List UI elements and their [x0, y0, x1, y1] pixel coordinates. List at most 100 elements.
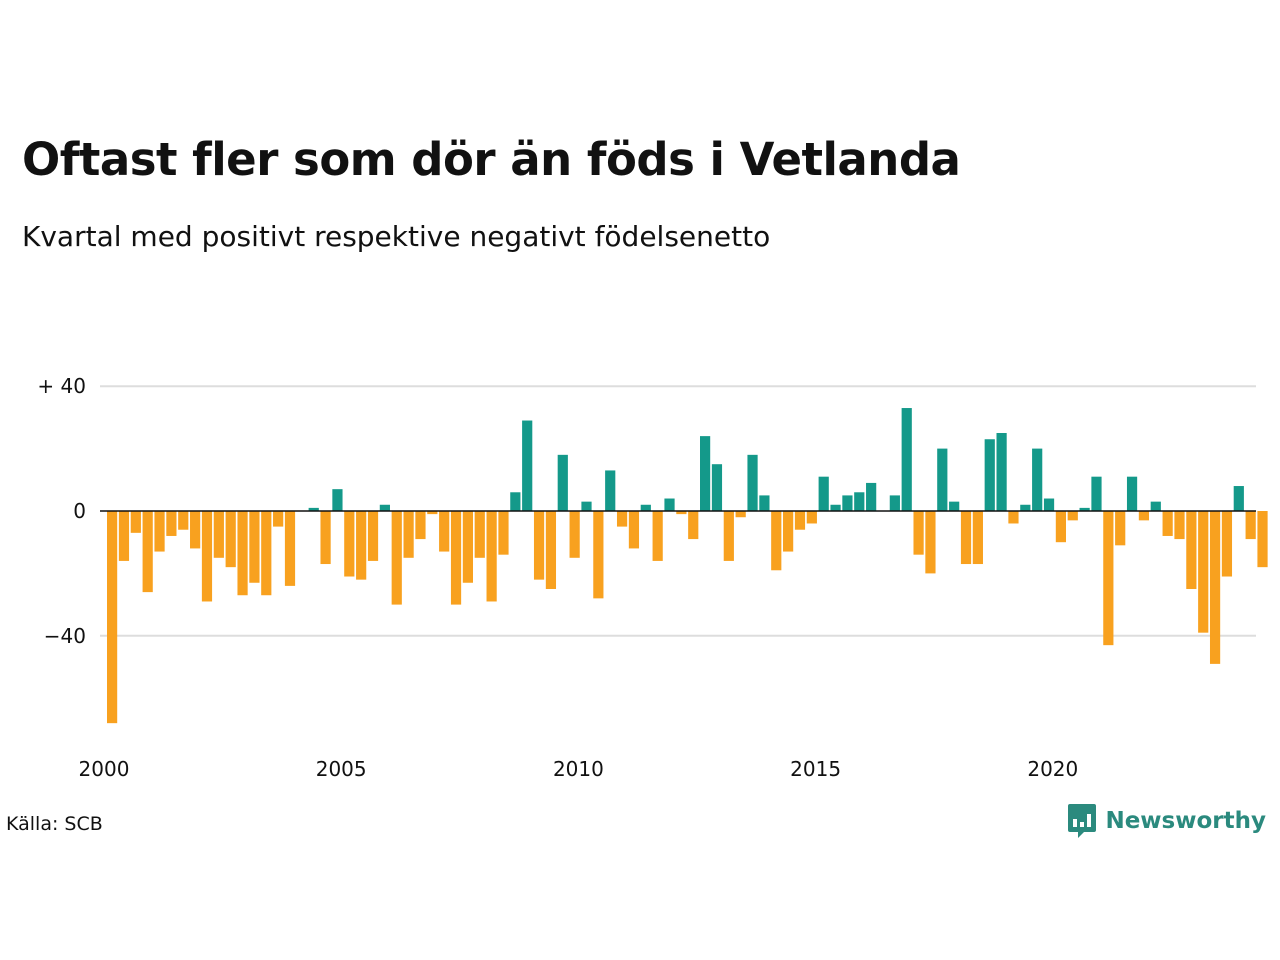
bar-positive: [1032, 448, 1043, 511]
bar-negative: [201, 511, 213, 602]
bar-positive: [379, 504, 390, 511]
bar-negative: [166, 511, 177, 536]
bar-positive: [818, 476, 829, 511]
bar-positive: [1233, 486, 1244, 511]
bar-positive: [640, 504, 651, 511]
bar-negative: [783, 511, 794, 552]
bar-negative: [486, 511, 497, 602]
bar-positive: [889, 495, 900, 511]
bar-negative: [320, 511, 331, 565]
bar-chart: + 40 0 −40 2000 2005 2010 2015 2020: [37, 374, 1268, 781]
bar-positive: [557, 454, 568, 511]
bar-negative: [652, 511, 663, 561]
bar-negative: [1055, 511, 1066, 543]
bar-negative: [356, 511, 367, 580]
bar-negative: [960, 511, 972, 565]
bar-positive: [866, 482, 877, 511]
brand-logo: Newsworthy: [1067, 803, 1266, 839]
bar-positive: [581, 501, 592, 511]
bar-negative: [142, 511, 153, 593]
bar-positive: [1126, 476, 1138, 511]
bar-negative: [1257, 511, 1268, 568]
bar-positive: [1091, 476, 1102, 511]
bar-positive: [854, 492, 865, 511]
brand-name: Newsworthy: [1105, 808, 1266, 834]
bar-positive: [984, 439, 995, 511]
bar-positive: [332, 489, 343, 511]
bar-negative: [284, 511, 296, 586]
bar-positive: [949, 501, 960, 511]
bar-positive: [510, 492, 521, 511]
bar-positive: [308, 507, 319, 511]
bar-negative: [1138, 511, 1150, 521]
bar-negative: [1162, 511, 1173, 536]
bar-negative: [225, 511, 236, 568]
bar-negative: [1067, 511, 1078, 521]
bar-negative: [118, 511, 130, 561]
bar-positive: [1150, 501, 1161, 511]
bar-negative: [593, 511, 604, 599]
source-note: Källa: SCB: [6, 813, 103, 835]
bar-negative: [190, 511, 201, 549]
bar-negative: [462, 511, 473, 583]
y-tick-label: + 40: [37, 374, 86, 398]
bar-negative: [261, 511, 272, 596]
bar-positive: [711, 464, 723, 511]
bar-negative: [794, 511, 806, 530]
bar-negative: [130, 511, 141, 533]
bar-positive: [901, 408, 912, 511]
bar-negative: [1174, 511, 1185, 540]
bar-negative: [439, 511, 450, 552]
bar-negative: [344, 511, 355, 577]
bar-negative: [154, 511, 165, 552]
bar-negative: [806, 511, 817, 524]
bar-negative: [1186, 511, 1197, 589]
y-tick-label: 0: [73, 499, 86, 523]
bar-negative: [237, 511, 248, 596]
x-tick-label: 2005: [316, 757, 367, 781]
x-tick-label: 2000: [79, 757, 130, 781]
bar-positive: [664, 498, 675, 511]
bar-negative: [1209, 511, 1221, 664]
bar-positive: [842, 495, 853, 511]
bar-negative: [771, 511, 782, 571]
bar-negative: [735, 511, 746, 518]
bar-positive: [996, 433, 1007, 511]
x-tick-labels: 2000 2005 2010 2015 2020: [79, 757, 1079, 781]
x-tick-label: 2015: [790, 757, 841, 781]
newsworthy-logo-icon: [1068, 804, 1097, 838]
x-tick-label: 2020: [1027, 757, 1078, 781]
bar-negative: [391, 511, 402, 605]
bar-positive: [1079, 507, 1090, 511]
bar-negative: [427, 511, 438, 515]
bar-positive: [830, 504, 841, 511]
bar-positive: [1043, 498, 1055, 511]
bar-negative: [367, 511, 379, 561]
bar-negative: [1221, 511, 1233, 577]
bar-negative: [474, 511, 485, 558]
bar-negative: [925, 511, 936, 574]
bar-negative: [628, 511, 640, 549]
bar-positive: [700, 436, 711, 511]
bar-negative: [533, 511, 545, 580]
chart-subtitle: Kvartal med positivt respektive negativt…: [22, 220, 771, 253]
bar-negative: [1198, 511, 1209, 633]
bar-negative: [676, 511, 687, 515]
bar-negative: [107, 511, 118, 724]
bar-positive: [937, 448, 948, 511]
grid-lines: [100, 385, 1256, 637]
bar-negative: [723, 511, 734, 561]
bar-negative: [450, 511, 462, 605]
bar-negative: [178, 511, 189, 530]
bar-negative: [545, 511, 557, 589]
bar-negative: [1103, 511, 1114, 646]
bar-positive: [759, 495, 770, 511]
bar-positive: [1020, 504, 1031, 511]
bar-negative: [403, 511, 414, 558]
bars: [107, 408, 1268, 724]
chart-title: Oftast fler som dör än föds i Vetlanda: [22, 133, 961, 186]
bar-negative: [1115, 511, 1126, 546]
bar-negative: [688, 511, 699, 540]
bar-negative: [498, 511, 509, 555]
bar-negative: [616, 511, 628, 527]
